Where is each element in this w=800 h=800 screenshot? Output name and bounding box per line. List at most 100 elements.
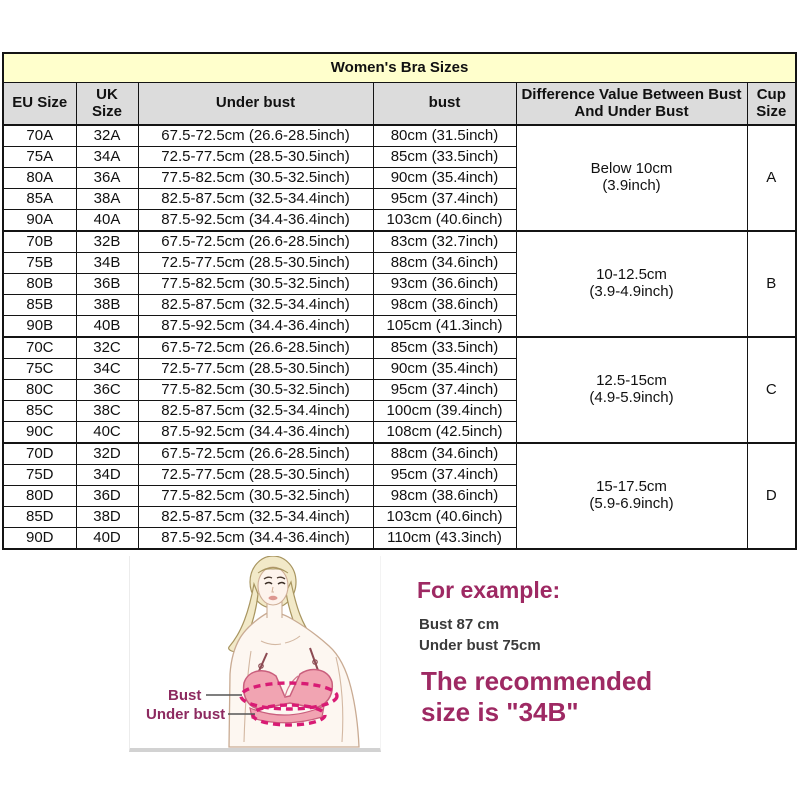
cell-uk: 40D xyxy=(75,527,139,550)
cell-cup: A xyxy=(746,124,797,232)
cell-cup: B xyxy=(746,230,797,338)
cell-bust: 103cm (40.6inch) xyxy=(372,209,517,232)
table-row: 70A 32A 67.5-72.5cm (26.6-28.5inch) 80cm… xyxy=(2,124,797,232)
bra xyxy=(242,647,334,724)
woman-figure-drawing: Bust Under bust xyxy=(146,555,360,748)
cell-uk: 36D xyxy=(75,485,139,507)
cell-under-bust: 72.5-77.5cm (28.5-30.5inch) xyxy=(137,146,374,168)
cell-eu: 75D xyxy=(2,464,77,486)
table-row: 85D 38D 82.5-87.5cm (32.5-34.4inch) 103c… xyxy=(2,506,796,528)
cell-eu: 85B xyxy=(2,294,77,316)
cell-under-bust: 72.5-77.5cm (28.5-30.5inch) xyxy=(137,252,374,274)
example-bust-value: Bust 87 cm xyxy=(419,616,500,634)
bra-size-chart: Women's Bra Sizes EU Size UK Size Under … xyxy=(2,52,798,550)
cell-bust: 88cm (34.6inch) xyxy=(372,252,517,274)
table-row: 80D 36D 77.5-82.5cm (30.5-32.5inch) 98cm… xyxy=(2,485,796,507)
cell-bust: 105cm (41.3inch) xyxy=(372,315,517,338)
cell-under-bust: 77.5-82.5cm (30.5-32.5inch) xyxy=(137,273,374,295)
header-eu-size: EU Size xyxy=(2,82,77,126)
cell-under-bust: 67.5-72.5cm (26.6-28.5inch) xyxy=(137,230,374,253)
example-heading: For example: xyxy=(417,577,561,603)
cell-under-bust: 72.5-77.5cm (28.5-30.5inch) xyxy=(137,358,374,380)
header-uk-size: UK Size xyxy=(75,82,139,126)
cell-eu: 90B xyxy=(2,315,77,338)
cell-bust: 83cm (32.7inch) xyxy=(372,230,517,253)
header-cup-size: Cup Size xyxy=(746,82,797,126)
table-title-row: Women's Bra Sizes xyxy=(2,52,797,83)
cell-bust: 98cm (38.6inch) xyxy=(372,485,517,507)
cell-uk: 34D xyxy=(75,464,139,486)
bra-measurement-illustration: Bust Under bust xyxy=(129,555,381,752)
cell-eu: 90A xyxy=(2,209,77,232)
cell-eu: 85A xyxy=(2,188,77,210)
cell-uk: 38A xyxy=(75,188,139,210)
cell-under-bust: 87.5-92.5cm (34.4-36.4inch) xyxy=(137,315,374,338)
cell-uk: 34A xyxy=(75,146,139,168)
cell-under-bust: 77.5-82.5cm (30.5-32.5inch) xyxy=(137,167,374,189)
cell-cup: C xyxy=(746,336,797,444)
table-row: 70B 32B 67.5-72.5cm (26.6-28.5inch) 83cm… xyxy=(2,230,797,338)
cell-eu: 90C xyxy=(2,421,77,444)
cell-eu: 70A xyxy=(2,124,77,147)
cell-bust: 90cm (35.4inch) xyxy=(372,358,517,380)
cell-difference: 15-17.5cm (5.9-6.9inch) xyxy=(515,442,748,550)
cell-eu: 75A xyxy=(2,146,77,168)
size-table: Women's Bra Sizes EU Size UK Size Under … xyxy=(2,52,798,550)
table-row: 75B 34B 72.5-77.5cm (28.5-30.5inch) 88cm… xyxy=(2,252,796,274)
cell-uk: 38C xyxy=(75,400,139,422)
cell-under-bust: 87.5-92.5cm (34.4-36.4inch) xyxy=(137,421,374,444)
cell-eu: 70C xyxy=(2,336,77,359)
cell-under-bust: 77.5-82.5cm (30.5-32.5inch) xyxy=(137,379,374,401)
table-row: 90A 40A 87.5-92.5cm (34.4-36.4inch) 103c… xyxy=(2,209,796,232)
example-block: For example: Bust 87 cm Under bust 75cm … xyxy=(417,578,789,727)
table-row: 85A 38A 82.5-87.5cm (32.5-34.4inch) 95cm… xyxy=(2,188,796,210)
header-under-bust: Under bust xyxy=(137,82,374,126)
cell-uk: 32A xyxy=(75,124,139,147)
cell-bust: 95cm (37.4inch) xyxy=(372,379,517,401)
table-row: 70C 32C 67.5-72.5cm (26.6-28.5inch) 85cm… xyxy=(2,336,797,444)
cell-under-bust: 72.5-77.5cm (28.5-30.5inch) xyxy=(137,464,374,486)
recommended-size-text: The recommended size is "34B" xyxy=(421,666,653,727)
cell-bust: 80cm (31.5inch) xyxy=(372,124,517,147)
example-under-bust-value: Under bust 75cm xyxy=(419,637,541,655)
cell-eu: 85D xyxy=(2,506,77,528)
cell-bust: 100cm (39.4inch) xyxy=(372,400,517,422)
cell-under-bust: 87.5-92.5cm (34.4-36.4inch) xyxy=(137,527,374,550)
cell-bust: 85cm (33.5inch) xyxy=(372,336,517,359)
cell-bust: 85cm (33.5inch) xyxy=(372,146,517,168)
under-bust-label: Under bust xyxy=(146,706,225,723)
header-difference: Difference Value Between Bust And Under … xyxy=(515,82,748,126)
table-row: 90D 40D 87.5-92.5cm (34.4-36.4inch) 110c… xyxy=(2,527,796,550)
cell-uk: 36C xyxy=(75,379,139,401)
cell-under-bust: 82.5-87.5cm (32.5-34.4inch) xyxy=(137,400,374,422)
cell-eu: 70B xyxy=(2,230,77,253)
cell-eu: 75C xyxy=(2,358,77,380)
cell-uk: 32C xyxy=(75,336,139,359)
cell-eu: 85C xyxy=(2,400,77,422)
table-row: 70D 32D 67.5-72.5cm (26.6-28.5inch) 88cm… xyxy=(2,442,797,550)
cell-difference: Below 10cm (3.9inch) xyxy=(515,124,748,232)
cell-under-bust: 82.5-87.5cm (32.5-34.4inch) xyxy=(137,188,374,210)
table-header-row: EU Size UK Size Under bust bust Differen… xyxy=(2,82,797,126)
table-row: 80C 36C 77.5-82.5cm (30.5-32.5inch) 95cm… xyxy=(2,379,796,401)
cell-uk: 32D xyxy=(75,442,139,465)
cell-under-bust: 77.5-82.5cm (30.5-32.5inch) xyxy=(137,485,374,507)
cell-eu: 80B xyxy=(2,273,77,295)
table-row: 75C 34C 72.5-77.5cm (28.5-30.5inch) 90cm… xyxy=(2,358,796,380)
cell-uk: 36B xyxy=(75,273,139,295)
cell-eu: 70D xyxy=(2,442,77,465)
cell-bust: 90cm (35.4inch) xyxy=(372,167,517,189)
table-row: 90C 40C 87.5-92.5cm (34.4-36.4inch) 108c… xyxy=(2,421,796,444)
cell-uk: 40C xyxy=(75,421,139,444)
cell-difference: 12.5-15cm (4.9-5.9inch) xyxy=(515,336,748,444)
cell-difference: 10-12.5cm (3.9-4.9inch) xyxy=(515,230,748,338)
cell-eu: 90D xyxy=(2,527,77,550)
bust-label: Bust xyxy=(168,687,201,704)
cell-uk: 36A xyxy=(75,167,139,189)
cell-cup: D xyxy=(746,442,797,550)
table-row: 80B 36B 77.5-82.5cm (30.5-32.5inch) 93cm… xyxy=(2,273,796,295)
cell-bust: 95cm (37.4inch) xyxy=(372,188,517,210)
cell-bust: 103cm (40.6inch) xyxy=(372,506,517,528)
cell-uk: 34B xyxy=(75,252,139,274)
cell-eu: 80A xyxy=(2,167,77,189)
